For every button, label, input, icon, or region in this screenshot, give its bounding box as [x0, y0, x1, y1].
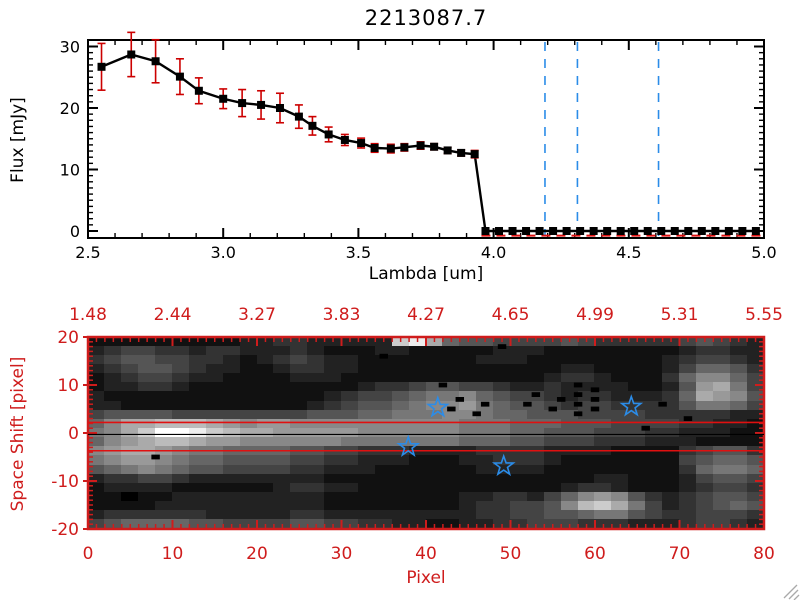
pixel-tick-label: 60: [584, 544, 606, 564]
data-point-marker: [481, 227, 490, 235]
pixel-tick-label: 0: [83, 544, 94, 564]
data-point-marker: [127, 50, 136, 59]
x-tick-label: 4.5: [616, 243, 641, 262]
data-point-marker: [657, 227, 666, 235]
data-point-marker: [508, 227, 517, 235]
wavelength-top-label: 1.48: [69, 305, 107, 325]
data-point-marker: [324, 130, 333, 139]
data-point-marker: [684, 227, 693, 235]
shift-tick-label: 20: [57, 328, 79, 348]
data-point-marker: [194, 86, 203, 95]
data-point-marker: [308, 121, 317, 130]
pixel-axis-label: Pixel: [406, 568, 446, 588]
wavelength-top-label: 4.65: [492, 305, 530, 325]
wavelength-top-label: 5.31: [661, 305, 699, 325]
data-point-marker: [697, 227, 706, 235]
shift-tick-label: 0: [68, 424, 79, 444]
data-point-marker: [400, 143, 409, 152]
y-tick-label: 30: [60, 38, 80, 57]
shift-tick-label: -10: [51, 472, 79, 492]
data-point-marker: [370, 143, 379, 152]
data-point-marker: [416, 141, 425, 150]
data-point-marker: [357, 139, 366, 148]
flux-plot-frame: [87, 39, 765, 239]
star-marker: [491, 453, 516, 477]
y-tick-label: 20: [60, 99, 80, 118]
wavelength-top-label: 5.55: [745, 305, 783, 325]
data-point-marker: [630, 227, 639, 235]
wavelength-top-label: 4.99: [576, 305, 614, 325]
pixel-tick-label: 80: [753, 544, 775, 564]
data-point-marker: [724, 227, 733, 235]
star-marker: [396, 434, 421, 457]
pixel-tick-label: 10: [162, 544, 184, 564]
data-point-marker: [522, 227, 531, 235]
y-tick-label: 0: [70, 222, 80, 241]
x-tick-label: 3.0: [210, 243, 235, 262]
page-title: 2213087.7: [364, 6, 488, 30]
data-point-marker: [603, 227, 612, 235]
data-point-marker: [443, 146, 452, 155]
data-point-marker: [576, 227, 585, 235]
data-point-marker: [738, 227, 747, 235]
flux-axis-label: Flux [mJy]: [8, 97, 28, 183]
star-marker: [619, 394, 644, 417]
data-point-marker: [616, 227, 625, 235]
data-point-marker: [386, 144, 395, 153]
pixel-tick-label: 50: [500, 544, 522, 564]
lambda-axis-label: Lambda [um]: [368, 264, 484, 284]
data-point-marker: [151, 57, 160, 66]
data-point-marker: [495, 227, 504, 235]
data-point-marker: [430, 142, 439, 151]
pixel-tick-label: 70: [669, 544, 691, 564]
shift-tick-label: 10: [57, 376, 79, 396]
data-point-marker: [549, 227, 558, 235]
x-tick-label: 2.5: [75, 243, 100, 262]
pixel-tick-label: 30: [331, 544, 353, 564]
data-point-marker: [711, 227, 720, 235]
data-point-marker: [535, 227, 544, 235]
data-point-marker: [670, 227, 679, 235]
data-point-marker: [340, 135, 349, 144]
pixel-tick-label: 20: [246, 544, 268, 564]
wavelength-top-label: 4.27: [407, 305, 445, 325]
wavelength-top-label: 3.83: [323, 305, 361, 325]
data-point-marker: [97, 62, 106, 71]
data-point-marker: [457, 148, 466, 157]
shift-tick-label: -20: [51, 520, 79, 540]
star-marker: [425, 395, 450, 418]
image-frame: [86, 335, 766, 531]
wavelength-top-label: 3.27: [238, 305, 276, 325]
pixel-tick-label: 40: [415, 544, 437, 564]
x-tick-label: 3.5: [346, 243, 371, 262]
data-point-marker: [175, 72, 184, 81]
data-point-marker: [562, 227, 571, 235]
wavelength-top-label: 2.44: [154, 305, 192, 325]
spectrum-line: [101, 53, 756, 233]
x-tick-label: 5.0: [751, 243, 776, 262]
data-point-marker: [294, 112, 303, 121]
y-tick-label: 10: [60, 161, 80, 180]
data-point-marker: [643, 227, 652, 235]
spectral-image-heatmap: [88, 337, 764, 529]
x-tick-label: 4.0: [481, 243, 506, 262]
space-shift-axis-label: Space Shift [pixel]: [8, 356, 28, 512]
data-point-marker: [275, 104, 284, 112]
data-point-marker: [257, 100, 266, 109]
data-point-marker: [238, 99, 247, 108]
data-point-marker: [589, 227, 598, 235]
data-point-marker: [219, 94, 228, 103]
data-point-marker: [470, 150, 479, 159]
data-point-marker: [751, 227, 760, 235]
